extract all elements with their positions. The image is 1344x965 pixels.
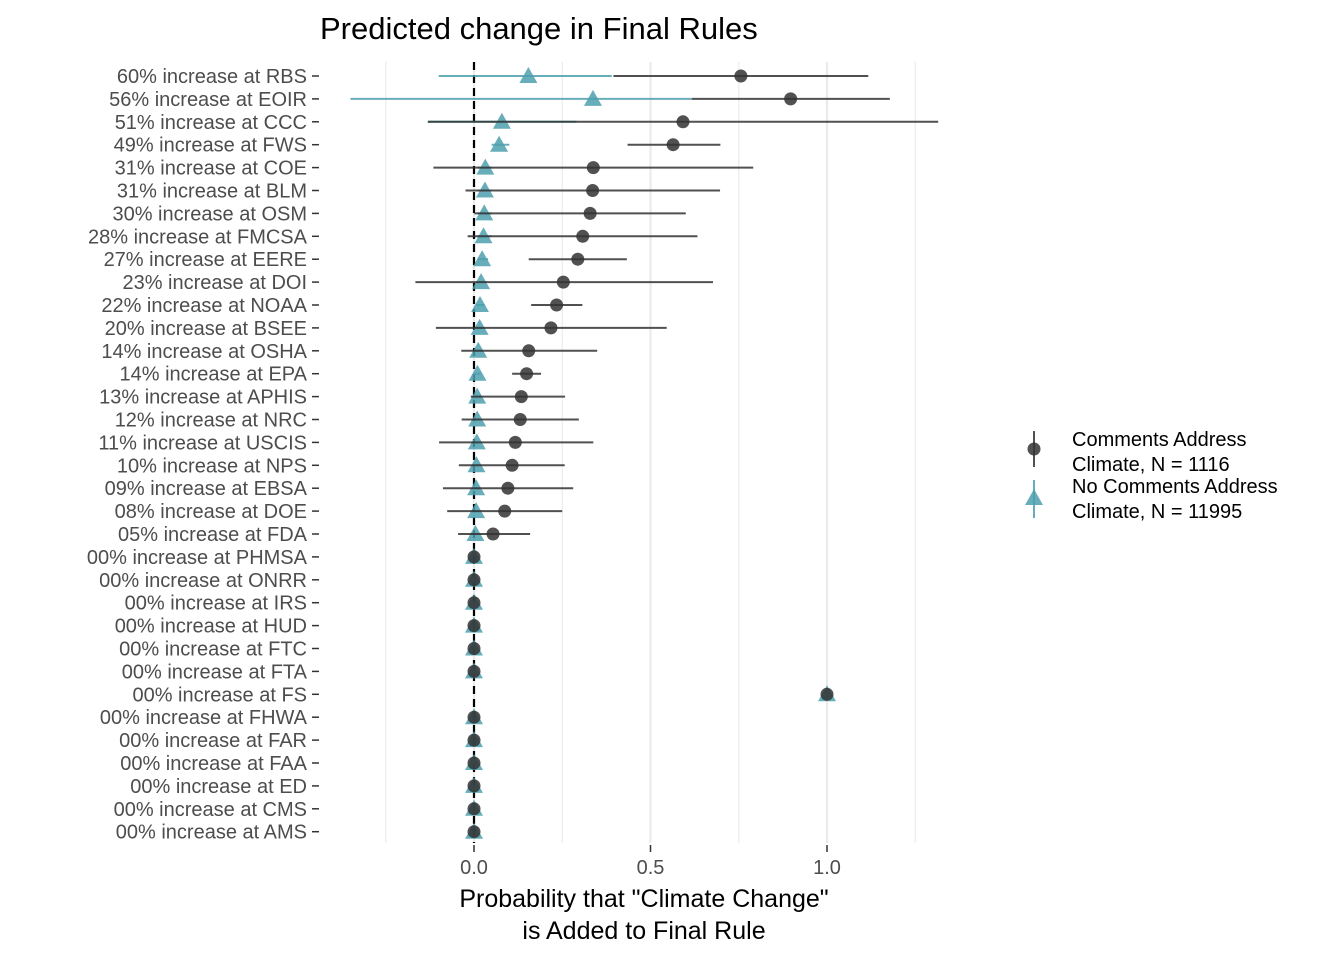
legend-item-no-comments: No Comments Address Climate, N = 11995 [1025, 476, 1278, 523]
comments-point [520, 367, 534, 381]
y-tick-label: 00% increase at PHMSA [87, 547, 308, 569]
comments-point [467, 664, 481, 678]
y-tick-label: 10% increase at NPS [117, 455, 307, 477]
comments-point [467, 733, 481, 747]
y-tick-label: 00% increase at CMS [114, 799, 307, 821]
series-no-comments [350, 67, 836, 839]
comments-point [571, 252, 585, 266]
comments-point [467, 573, 481, 587]
x-tick-label: 1.0 [813, 857, 841, 879]
comments-point [508, 435, 522, 449]
comments-point [544, 321, 558, 335]
y-tick-label: 00% increase at AMS [116, 822, 307, 844]
y-tick-label: 09% increase at EBSA [105, 478, 308, 500]
legend: Comments Address Climate, N = 1116 No Co… [1025, 429, 1278, 523]
comments-point [467, 596, 481, 610]
comments-point [586, 161, 600, 175]
y-tick-label: 28% increase at FMCSA [88, 226, 308, 248]
no-comments-point [583, 89, 602, 106]
comments-point [514, 390, 528, 404]
y-tick-label: 27% increase at EERE [104, 249, 307, 271]
comments-point [513, 413, 527, 426]
x-axis-label-line-2: is Added to Final Rule [522, 917, 765, 945]
no-comments-point [471, 296, 490, 312]
comments-point [467, 619, 481, 633]
no-comments-point [519, 67, 538, 83]
legend-key-comments-point [1027, 442, 1041, 456]
comments-point [467, 550, 481, 564]
comments-point [467, 802, 481, 816]
y-tick-label: 00% increase at FTC [119, 639, 307, 661]
comments-point [784, 92, 798, 106]
y-tick-label: 30% increase at OSM [112, 203, 307, 225]
comments-point [486, 527, 500, 541]
legend-item-comments: Comments Address Climate, N = 1116 [1027, 429, 1247, 476]
no-comments-point [490, 135, 509, 152]
y-tick-label: 13% increase at APHIS [99, 387, 307, 409]
x-tick-label: 0.5 [637, 857, 665, 879]
no-comments-point [467, 502, 486, 519]
comments-point [467, 825, 481, 839]
y-tick-label: 51% increase at CCC [115, 112, 307, 134]
comments-point [586, 184, 600, 197]
y-tick-label: 49% increase at FWS [114, 135, 307, 157]
comments-point [467, 756, 481, 770]
y-tick-label: 00% increase at HUD [115, 616, 307, 638]
comments-point [498, 504, 512, 518]
comments-point [556, 275, 570, 289]
y-tick-label: 00% increase at ED [130, 776, 307, 798]
legend-label-no-comments-line-1: No Comments Address [1072, 476, 1278, 498]
legend-key-no-comments-point [1025, 489, 1043, 505]
no-comments-point [473, 250, 492, 267]
y-tick-label: 00% increase at FS [132, 684, 307, 706]
y-tick-label: 11% increase at USCIS [98, 432, 307, 454]
y-tick-label: 00% increase at ONRR [99, 570, 307, 592]
y-tick-label: 31% increase at COE [115, 158, 307, 180]
y-tick-label: 05% increase at FDA [118, 524, 308, 546]
y-tick-label: 14% increase at OSHA [101, 341, 307, 363]
comments-point [467, 642, 481, 655]
x-axis-label-line-1: Probability that "Climate Change" [459, 885, 828, 913]
chart-title: Predicted change in Final Rules [320, 11, 758, 46]
legend-label-no-comments-line-2: Climate, N = 11995 [1072, 501, 1242, 523]
x-tick-label: 0.0 [460, 857, 488, 879]
y-tick-label: 31% increase at BLM [117, 181, 307, 203]
comments-point [550, 298, 564, 312]
y-tick-label: 00% increase at FAR [119, 730, 307, 752]
comments-point [505, 458, 519, 472]
y-tick-label: 20% increase at BSEE [105, 318, 307, 340]
y-tick-label: 23% increase at DOI [122, 272, 307, 294]
comments-point [820, 687, 834, 701]
y-tick-label: 12% increase at NRC [115, 410, 307, 432]
comments-point [576, 229, 590, 243]
comments-point [467, 710, 481, 724]
comments-point [583, 206, 597, 220]
y-tick-label: 60% increase at RBS [117, 66, 307, 88]
y-tick-label: 00% increase at FHWA [100, 707, 308, 729]
y-tick-label: 00% increase at FTA [122, 661, 308, 683]
comments-point [501, 481, 515, 495]
y-tick-label: 00% increase at IRS [125, 593, 307, 615]
y-tick-label: 14% increase at EPA [119, 364, 307, 386]
legend-label-comments-line-1: Comments Address [1072, 429, 1247, 451]
comments-point [666, 138, 680, 152]
y-tick-label: 56% increase at EOIR [109, 89, 307, 111]
comments-point [676, 115, 690, 129]
comments-point [734, 69, 748, 83]
legend-label-comments-line-2: Climate, N = 1116 [1072, 454, 1230, 476]
no-comments-point [468, 364, 487, 381]
y-tick-label: 00% increase at FAA [120, 753, 307, 775]
x-axis: 0.0 0.5 1.0 [460, 845, 841, 879]
comments-point [467, 779, 481, 793]
series-comments [415, 69, 939, 839]
grid [385, 62, 916, 843]
comments-point [522, 344, 536, 358]
y-tick-label: 08% increase at DOE [115, 501, 307, 523]
y-tick-label: 22% increase at NOAA [101, 295, 307, 317]
